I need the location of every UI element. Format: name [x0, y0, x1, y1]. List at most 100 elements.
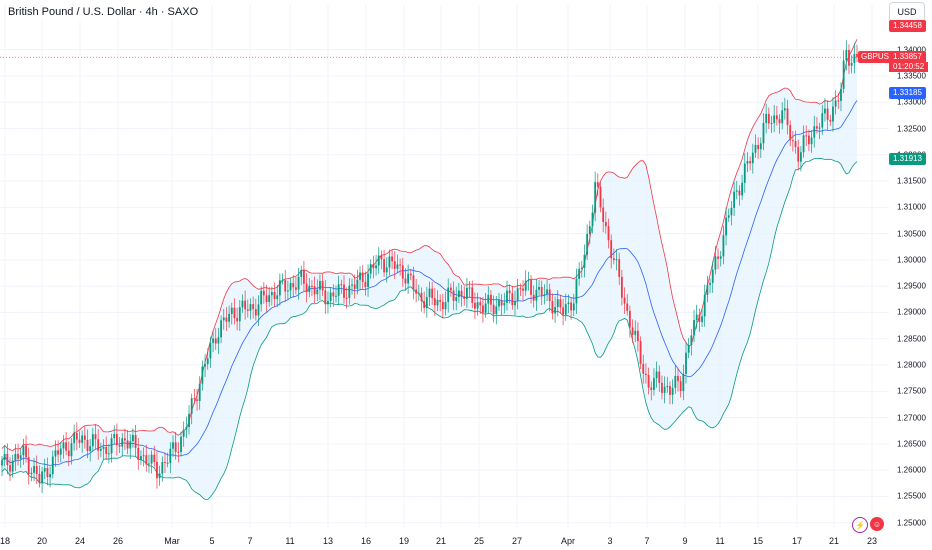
candle-body: [690, 335, 693, 346]
price-tick: 1.28500: [897, 334, 926, 344]
candle-body: [789, 125, 792, 141]
candle-body: [6, 453, 9, 466]
candle-body: [228, 313, 231, 322]
candle-body: [107, 453, 110, 455]
candle-body: [853, 53, 856, 64]
candle-body: [33, 466, 35, 473]
candle-body: [38, 473, 41, 483]
candle-body: [246, 309, 249, 311]
candle-body: [177, 451, 180, 453]
candle-body: [289, 283, 292, 291]
candle-body: [43, 468, 46, 472]
candle-body: [500, 300, 503, 306]
time-tick: 25: [473, 536, 485, 546]
candle-body: [767, 113, 770, 124]
candle-body: [460, 290, 463, 297]
candle-body: [615, 259, 618, 261]
upper-bollinger-band: [1, 39, 858, 451]
candle-body: [449, 287, 452, 291]
candle-body: [132, 435, 134, 442]
candle-body: [845, 49, 848, 61]
candle-body: [244, 300, 247, 310]
candle-body: [765, 113, 768, 123]
time-tick: 17: [791, 536, 803, 546]
candle-body: [714, 256, 717, 270]
candle-body: [639, 341, 642, 364]
candle-body: [303, 269, 305, 284]
candle-body: [27, 457, 30, 475]
time-tick: 11: [285, 536, 295, 546]
candle-body: [813, 126, 816, 138]
bollinger-band-fill: [2, 39, 857, 500]
candle-body: [126, 440, 129, 449]
candle-body: [380, 255, 383, 260]
time-tick: 9: [682, 536, 688, 546]
candle-body: [78, 439, 81, 443]
candle-body: [564, 304, 567, 315]
candle-body: [743, 163, 746, 183]
candle-body: [99, 448, 102, 451]
candle-body: [431, 288, 434, 299]
candle-body: [506, 290, 508, 303]
face-icon[interactable]: ☺: [870, 517, 884, 531]
candle-body: [423, 301, 426, 309]
candle-body: [741, 182, 744, 196]
candle-body: [578, 268, 581, 279]
candle-body: [775, 115, 778, 120]
candle-body: [677, 375, 679, 382]
candle-body: [850, 63, 853, 66]
time-tick: 27: [511, 536, 523, 546]
candle-body: [359, 272, 361, 280]
candle-body: [658, 371, 661, 383]
currency-button[interactable]: USD: [889, 2, 925, 22]
candle-body: [54, 450, 57, 457]
candle-body: [142, 455, 145, 457]
candle-body: [848, 49, 850, 66]
candle-body: [503, 302, 506, 306]
candle-body: [196, 399, 198, 401]
candle-body: [262, 290, 265, 296]
lightning-icon[interactable]: ⚡: [852, 517, 868, 533]
candle-body: [220, 320, 222, 338]
price-tick: 1.34000: [897, 45, 926, 55]
candle-body: [463, 296, 466, 299]
candle-body: [204, 364, 206, 367]
candle-body: [335, 295, 337, 297]
time-tick: 19: [398, 536, 410, 546]
candle-body: [580, 267, 583, 269]
candle-body: [824, 108, 826, 114]
candle-body: [733, 191, 735, 208]
candle-body: [738, 190, 741, 196]
candle-body: [722, 235, 725, 257]
candle-body: [345, 297, 348, 299]
candle-body: [270, 292, 273, 296]
candle-body: [495, 306, 498, 315]
price-tick: 1.33500: [897, 71, 926, 81]
candle-body: [818, 127, 821, 129]
candle-body: [102, 446, 105, 449]
candle-body: [856, 53, 858, 58]
candle-body: [75, 432, 78, 440]
candle-body: [682, 373, 685, 392]
candle-body: [193, 398, 196, 400]
candle-body: [324, 290, 327, 305]
candle-body: [468, 287, 471, 289]
candle-body: [778, 119, 781, 124]
time-tick: 5: [209, 536, 215, 546]
candle-body: [546, 289, 548, 295]
candle-body: [364, 281, 367, 287]
candle-body: [134, 435, 137, 448]
candle-body: [393, 261, 396, 269]
candle-body: [35, 466, 38, 474]
candle-body: [164, 462, 166, 464]
candle-body: [420, 292, 423, 302]
candle-body: [559, 299, 562, 308]
candle-body: [655, 371, 658, 379]
time-tick: 26: [112, 536, 124, 546]
candle-body: [415, 289, 418, 294]
time-tick: 16: [360, 536, 372, 546]
candle-body: [62, 442, 65, 449]
candle-body: [172, 442, 174, 449]
candle-body: [596, 182, 599, 187]
